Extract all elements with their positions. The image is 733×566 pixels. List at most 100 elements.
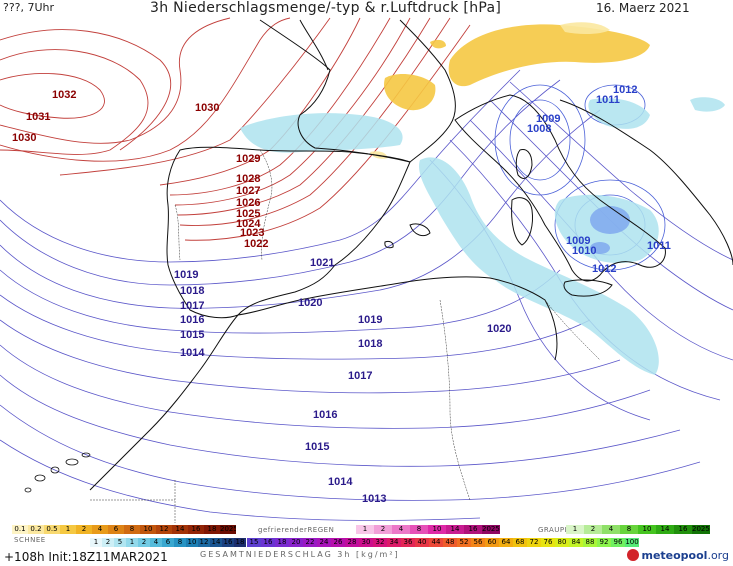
snow-swatch: 12 [198, 538, 210, 547]
graupel-swatch: 2 [584, 525, 602, 534]
rain-swatch: 4 [92, 525, 108, 534]
total-swatch: 26 [331, 538, 345, 547]
rain-swatch: 14 [172, 525, 188, 534]
total-precip-label: GESAMTNIEDERSCHLAG 3h [kg/m²] [200, 550, 400, 559]
legend-total: 15 16 18 20 22 24 26 28 30 32 34 36 40 44 48 52 56 60 64 68… [247, 538, 639, 547]
snow-swatch: 10 [186, 538, 198, 547]
total-swatch: 18 [275, 538, 289, 547]
label-1022: 1022 [244, 238, 268, 250]
snow-swatch: 18 [234, 538, 246, 547]
precip-snow-core [590, 206, 630, 254]
total-swatch: 96 [611, 538, 625, 547]
label-1025: 1025 [236, 208, 260, 220]
label-1028: 1028 [236, 173, 260, 185]
freezing-swatch: 1 [356, 525, 374, 534]
total-swatch: 80 [555, 538, 569, 547]
label-1032: 1032 [52, 89, 76, 101]
label-1018: 1018 [180, 285, 204, 297]
rain-swatch: 10 [140, 525, 156, 534]
total-swatch: 30 [359, 538, 373, 547]
total-swatch: 16 [261, 538, 275, 547]
map-title: 3h Niederschlagsmenge/-typ & r.Luftdruck… [150, 0, 502, 16]
label-1019: 1019 [174, 269, 198, 281]
snow-swatch: 1 [90, 538, 102, 547]
run-info: +108h Init:18Z11MAR2021 [4, 550, 168, 564]
total-swatch: 84 [569, 538, 583, 547]
total-swatch: 20 [289, 538, 303, 547]
rain-swatch: 6 [108, 525, 124, 534]
logo-icon [627, 549, 640, 561]
total-swatch: 68 [513, 538, 527, 547]
snow-swatch: 14 [210, 538, 222, 547]
rain-swatch: 0.2 [28, 525, 44, 534]
snow-swatch: 16 [222, 538, 234, 547]
legend-snow-label: SCHNEE [14, 536, 46, 544]
label-1020: 1020 [298, 297, 322, 309]
total-swatch: 76 [541, 538, 555, 547]
label-1031: 1031 [26, 111, 50, 123]
freezing-swatch: 16 [464, 525, 482, 534]
logo-suffix: .org [707, 549, 729, 562]
total-swatch: 60 [485, 538, 499, 547]
precip-rain [384, 24, 650, 111]
canary-islands [24, 452, 91, 493]
snow-swatch: 2 [102, 538, 114, 547]
total-swatch: 88 [583, 538, 597, 547]
graupel-swatch: 10 [638, 525, 656, 534]
label-1008: 1008 [527, 123, 551, 135]
map-date: 16. Maerz 2021 [596, 1, 690, 15]
snow-swatch: 6 [162, 538, 174, 547]
rain-swatch: 12 [156, 525, 172, 534]
freezing-swatch: 2025+ [482, 525, 500, 534]
total-swatch: 72 [527, 538, 541, 547]
rain-swatch: 18 [204, 525, 220, 534]
header-left: ???, 7Uhr [3, 1, 55, 14]
snow-swatch: 1 [126, 538, 138, 547]
freezing-swatch: 4 [392, 525, 410, 534]
freezing-swatch: 8 [410, 525, 428, 534]
isobars-low [0, 69, 733, 521]
graupel-swatch: 16 [674, 525, 692, 534]
total-swatch: 32 [373, 538, 387, 547]
label-1029: 1029 [236, 153, 260, 165]
graupel-swatch: 2025+ [692, 525, 710, 534]
isobar-labels-low: 1021 1020 1019 1018 1017 1016 1015 1014 … [174, 257, 511, 505]
rain-swatch: 2025+ [220, 525, 236, 534]
rain-swatch: 2 [76, 525, 92, 534]
label-1026: 1026 [236, 197, 260, 209]
label-1017b: 1017 [348, 370, 372, 382]
total-swatch: 40 [415, 538, 429, 547]
label-1009b: 1009 [566, 235, 590, 247]
total-swatch: 92 [597, 538, 611, 547]
snow-swatch: 4 [150, 538, 162, 547]
freezing-swatch: 10 [428, 525, 446, 534]
total-swatch: 34 [387, 538, 401, 547]
label-1014b: 1014 [328, 476, 353, 488]
logo-text: meteopool [641, 549, 708, 562]
total-swatch: 44 [429, 538, 443, 547]
label-1012a: 1012 [613, 84, 637, 96]
label-1020b: 1020 [487, 323, 511, 335]
label-1023: 1023 [240, 227, 264, 239]
graupel-swatch: 1 [566, 525, 584, 534]
total-swatch: 36 [401, 538, 415, 547]
label-1019b: 1019 [358, 314, 382, 326]
label-1016: 1016 [180, 314, 204, 326]
total-swatch: 15 [247, 538, 261, 547]
label-1011a: 1011 [596, 94, 620, 106]
label-1027: 1027 [236, 185, 260, 197]
graupel-swatch: 8 [620, 525, 638, 534]
label-1021: 1021 [310, 257, 334, 269]
label-1010: 1010 [572, 245, 596, 257]
isobar-labels-high: 1032 1031 1030 1030 1029 1028 1027 1026 … [12, 89, 268, 250]
label-1012b: 1012 [592, 263, 616, 275]
snow-swatch: 8 [174, 538, 186, 547]
label-1016b: 1016 [313, 409, 337, 421]
meteopool-logo[interactable]: meteopool.org [627, 549, 729, 562]
total-swatch: 52 [457, 538, 471, 547]
total-swatch: 56 [471, 538, 485, 547]
label-1030a: 1030 [12, 132, 36, 144]
